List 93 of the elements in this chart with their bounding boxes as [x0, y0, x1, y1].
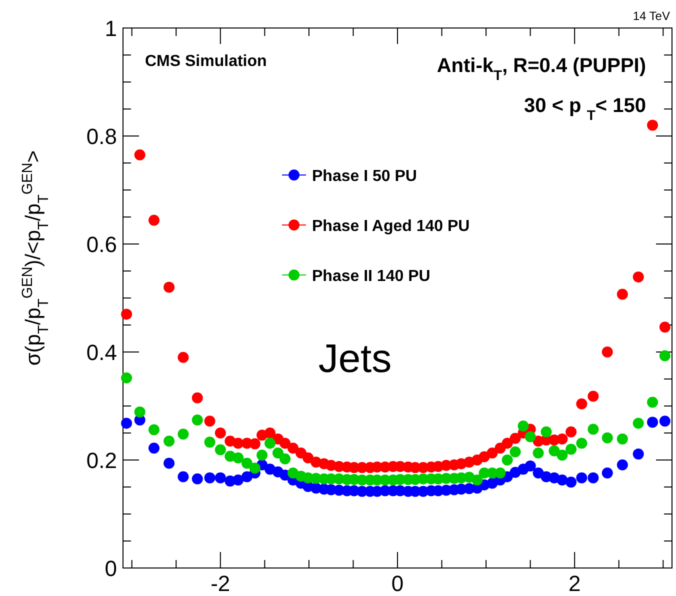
point	[214, 472, 226, 484]
point	[302, 452, 314, 464]
point	[556, 450, 568, 461]
point	[148, 214, 160, 226]
point	[540, 426, 552, 438]
point	[280, 453, 291, 464]
point	[502, 438, 513, 449]
point	[647, 416, 658, 428]
point	[121, 372, 132, 384]
y-tick-label: 0.6	[86, 232, 117, 257]
point	[576, 398, 588, 410]
point	[214, 444, 226, 456]
point	[588, 390, 599, 402]
point	[241, 458, 252, 469]
point	[214, 428, 226, 438]
point	[576, 438, 588, 449]
point	[232, 438, 244, 449]
point	[632, 271, 644, 282]
legend-label: Phase II 140 PU	[312, 268, 430, 285]
point	[510, 432, 521, 444]
point	[532, 447, 544, 458]
point	[647, 396, 658, 408]
point	[192, 473, 203, 484]
point	[556, 433, 568, 444]
point	[178, 428, 189, 440]
point	[602, 346, 613, 358]
point	[616, 433, 628, 444]
point	[204, 472, 216, 484]
point	[576, 472, 588, 484]
point	[647, 120, 658, 131]
point	[602, 432, 613, 444]
point	[566, 444, 577, 455]
point	[524, 460, 536, 472]
point	[588, 424, 599, 435]
point	[616, 459, 628, 470]
point	[256, 450, 268, 461]
legend-label: Phase I 50 PU	[312, 168, 417, 185]
point	[192, 414, 203, 426]
point	[164, 282, 175, 293]
point	[272, 447, 284, 458]
point	[486, 447, 498, 458]
point	[502, 454, 513, 466]
point	[566, 426, 577, 438]
point	[556, 474, 568, 486]
point	[264, 428, 276, 438]
point	[659, 416, 670, 427]
point	[632, 418, 644, 429]
legend-label: Phase I Aged 140 PU	[312, 218, 470, 235]
y-tick-label: 0.8	[86, 124, 117, 149]
point	[632, 448, 644, 460]
y-tick-label: 0.4	[86, 340, 117, 365]
x-tick-label: 0	[391, 571, 404, 596]
point	[164, 436, 175, 447]
point	[494, 467, 506, 478]
point	[134, 149, 146, 160]
point	[232, 474, 244, 486]
point	[616, 288, 628, 300]
x-tick-label: -2	[210, 571, 230, 596]
annotation: CMS Simulation	[145, 53, 267, 70]
point	[548, 445, 560, 456]
point	[204, 436, 216, 448]
annotation: 30 < p $_{T}$< 150	[524, 95, 646, 123]
point	[659, 350, 670, 362]
point	[288, 442, 299, 454]
point	[192, 392, 203, 404]
text: 14 TeV	[632, 9, 670, 23]
y-tick-label: 1	[104, 16, 117, 41]
point	[232, 452, 244, 464]
point	[510, 446, 521, 458]
point	[204, 416, 216, 427]
point	[148, 442, 160, 454]
point	[280, 438, 291, 449]
annotation: Jets	[318, 337, 392, 381]
point	[249, 438, 260, 450]
point	[518, 420, 529, 432]
point	[178, 471, 189, 482]
point	[659, 322, 670, 333]
point	[588, 472, 599, 484]
annotation: Anti-k$_{T}$, R=0.4 (PUPPI)	[436, 55, 646, 83]
point	[524, 431, 536, 442]
point	[472, 474, 483, 486]
y-tick-label: 0.2	[86, 448, 117, 473]
point	[566, 476, 577, 488]
point	[121, 308, 132, 320]
point	[164, 458, 175, 469]
point	[121, 418, 132, 429]
point	[178, 352, 189, 363]
point	[148, 424, 160, 436]
point	[249, 462, 260, 474]
point	[264, 438, 276, 449]
point	[134, 406, 146, 418]
x-tick-label: 2	[568, 571, 581, 596]
point	[602, 467, 613, 478]
